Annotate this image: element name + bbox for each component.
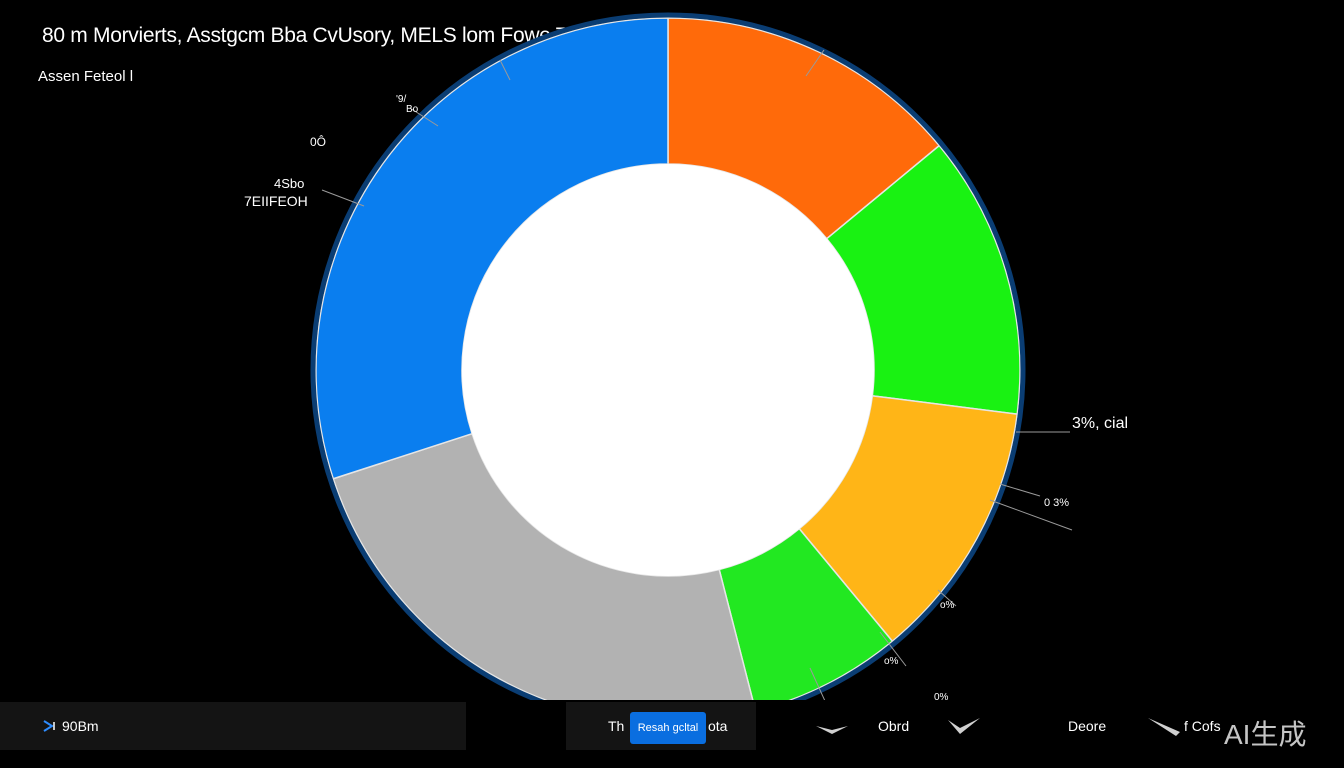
annotation-label-1: 7EIIFEOH [244,193,308,209]
chevron-icon[interactable] [812,714,852,738]
pie-slice-4 [332,432,754,700]
toolbar-item-deore[interactable]: Deore [1068,718,1107,734]
toolbar-item-right[interactable]: f Cofs [1184,718,1221,734]
leader-line-9 [809,667,826,700]
bottom-toolbar: 90Bm Th Resah gcltal ota Obrd Deore f Co… [0,702,1344,750]
leader-line-6 [989,499,1073,531]
toolbar-action-button[interactable]: Resah gcltal [630,712,706,744]
annotation-label-8: o% [884,656,899,667]
pencil-icon[interactable] [1144,714,1184,738]
annotation-label-4: 0Ô [310,134,326,149]
leader-line-7 [937,589,957,607]
toolbar-mid-label-right: ota [708,718,728,734]
chart-subtitle: Assen Feteol l [38,68,134,85]
leader-line-8 [879,631,907,667]
donut-hole [462,164,874,576]
toolbar-left-label: 90Bm [62,718,99,734]
arrow-icon[interactable] [42,719,60,733]
annotation-label-0: 4Sbo [274,176,304,191]
annotation-label-3: Bo [406,104,419,115]
leader-line-1 [409,107,439,127]
toolbar-item-board[interactable]: Obrd [878,718,910,734]
leader-line-0 [321,189,365,207]
annotation-label-5: 3%, cial [1072,415,1128,432]
watermark: AI生成 [1224,719,1307,750]
annotation-label-2: '9/ [396,94,406,105]
annotation-label-9: 0% [934,692,949,700]
checkmark-icon[interactable] [944,714,984,738]
annotation-label-7: o% [940,600,955,611]
leader-line-2 [499,59,511,81]
donut-chart: 4Sbo 7EIIFEOH '9/Bo 0Ô 3%, cial 0 3% o% o% 0% [244,12,1128,700]
annotation-label-6: 0 3% [1044,497,1069,509]
toolbar-left-panel [0,702,466,750]
leader-line-5 [999,483,1041,497]
donut-outer-ring [310,12,1026,700]
toolbar-mid-label-left: Th [608,718,625,734]
leader-line-3 [805,49,825,77]
